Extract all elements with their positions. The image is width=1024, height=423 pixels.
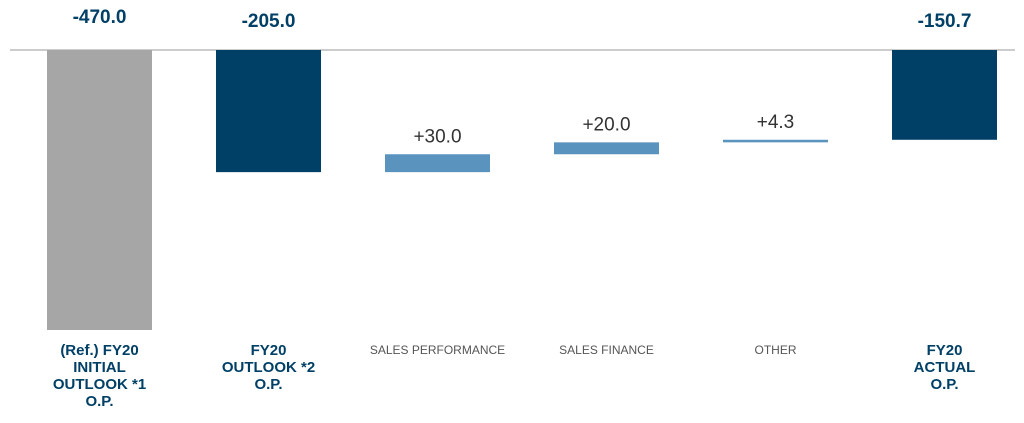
bar xyxy=(47,50,152,330)
value-label: -470.0 xyxy=(73,7,127,28)
x-tick-label: FY20 OUTLOOK *2 O.P. xyxy=(222,342,315,393)
x-tick-label: SALES PERFORMANCE xyxy=(370,343,505,357)
x-tick-label: FY20 ACTUAL O.P. xyxy=(914,342,976,393)
value-label: +30.0 xyxy=(413,126,461,147)
x-tick-label: OTHER xyxy=(755,343,797,357)
x-tick-label: (Ref.) FY20 INITIAL OUTLOOK *1 O.P. xyxy=(53,342,146,410)
bar xyxy=(892,50,997,140)
bar xyxy=(723,139,828,143)
x-tick-label: SALES FINANCE xyxy=(559,343,654,357)
bar xyxy=(554,142,659,155)
value-label: -150.7 xyxy=(918,11,972,32)
bar xyxy=(385,154,490,173)
bar xyxy=(216,50,321,173)
value-label: -205.0 xyxy=(242,11,296,32)
value-label: +4.3 xyxy=(757,112,795,133)
value-label: +20.0 xyxy=(582,114,630,135)
